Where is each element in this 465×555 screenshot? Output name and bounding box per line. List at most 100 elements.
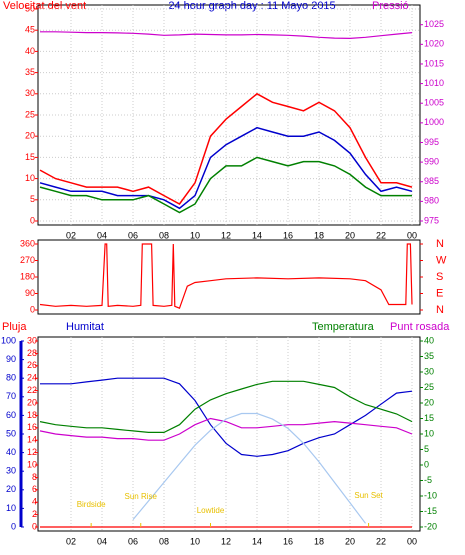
y-tick-label: 1005: [424, 98, 444, 108]
y-tick-label: 45: [25, 25, 35, 35]
y-tick-label: 30: [6, 466, 16, 476]
y-tick-label: 26: [27, 360, 37, 370]
series-line: [40, 31, 413, 40]
y-tick-label: 70: [6, 391, 16, 401]
y-tick-label: 15: [424, 413, 434, 423]
y-tick-label: 985: [424, 176, 439, 186]
y-tick-label: 80: [6, 373, 16, 383]
y-tick-label: 270: [20, 255, 35, 265]
y-tick-label: 22: [27, 385, 37, 395]
series-line: [40, 377, 413, 457]
y-tick-label: 0: [11, 521, 16, 531]
y-tick-label: 28: [27, 348, 37, 358]
y-tick-label: 24: [27, 373, 37, 383]
y-tick-label: 35: [424, 351, 434, 361]
x-tick-label: 18: [314, 230, 324, 240]
series-line: [39, 243, 413, 309]
x-tick-label: 10: [190, 230, 200, 240]
annotation: Sun Set: [354, 491, 383, 500]
y-tick-label: 30: [424, 366, 434, 376]
y-tick-label: 0: [30, 215, 35, 225]
y-tick-label: 40: [25, 46, 35, 56]
y-tick-label: 14: [27, 435, 37, 445]
y-tick-label: 6: [32, 484, 37, 494]
y-tick-label: 0: [32, 521, 37, 531]
y-tick-label: 5: [424, 444, 429, 454]
x-tick-label: 04: [97, 230, 107, 240]
y-tick-label: 2: [32, 509, 37, 519]
y-tick-label: 1020: [424, 39, 444, 49]
x-tick-label: 06: [128, 536, 138, 546]
x-tick-label: 14: [252, 536, 262, 546]
y-tick-label: 10: [424, 428, 434, 438]
x-tick-label: 16: [283, 230, 293, 240]
y-tick-label: 30: [25, 88, 35, 98]
x-tick-label: 20: [345, 230, 355, 240]
y-tick-label: 180: [20, 271, 35, 281]
y-tick-label: 35: [25, 67, 35, 77]
y-tick-label: 1025: [424, 19, 444, 29]
annotation: Sun Rise: [125, 492, 158, 501]
series-line: [39, 417, 413, 441]
y-tick-label: 18: [27, 410, 37, 420]
x-tick-label: 22: [376, 230, 386, 240]
x-tick-label: 02: [66, 230, 76, 240]
legend-label: Pluja: [2, 321, 27, 333]
y-tick-label: N: [436, 304, 444, 316]
y-tick-label: 4: [32, 497, 37, 507]
y-tick-label: 90: [6, 354, 16, 364]
x-tick-label: 06: [128, 230, 138, 240]
y-tick-label: 990: [424, 156, 439, 166]
x-tick-label: 00: [407, 536, 417, 546]
y-tick-label: 975: [424, 215, 439, 225]
y-tick-label: 25: [424, 382, 434, 392]
y-tick-label: 20: [27, 397, 37, 407]
legend-label: Humitat: [66, 321, 104, 333]
y-tick-label: 10: [27, 459, 37, 469]
x-tick-label: 22: [376, 536, 386, 546]
x-tick-label: 12: [221, 536, 231, 546]
x-tick-label: 08: [159, 230, 169, 240]
y-tick-label: 1000: [424, 117, 444, 127]
series-line: [39, 92, 413, 205]
y-tick-label: 20: [424, 397, 434, 407]
y-tick-label: 40: [6, 447, 16, 457]
x-tick-label: 20: [345, 536, 355, 546]
plot-frame: [37, 239, 421, 315]
x-tick-label: 10: [190, 536, 200, 546]
y-tick-label: 50: [6, 428, 16, 438]
y-tick-label: 980: [424, 196, 439, 206]
y-tick-label: 40: [424, 335, 434, 345]
x-tick-label: 16: [283, 536, 293, 546]
annotation: Birdside: [77, 500, 106, 509]
y-tick-label: -5: [424, 475, 432, 485]
y-tick-label: W: [436, 254, 447, 266]
y-tick-label: 0: [30, 304, 35, 314]
x-tick-label: 04: [97, 536, 107, 546]
x-tick-label: 08: [159, 536, 169, 546]
series-line: [39, 126, 413, 210]
y-tick-label: 10: [25, 173, 35, 183]
x-tick-label: 18: [314, 536, 324, 546]
x-tick-label: 12: [221, 230, 231, 240]
y-tick-label: 1010: [424, 78, 444, 88]
y-tick-label: 50: [25, 3, 35, 13]
y-tick-label: 90: [25, 288, 35, 298]
y-tick-label: N: [436, 238, 444, 250]
y-tick-label: 20: [6, 484, 16, 494]
annotation: Lowtide: [197, 506, 225, 515]
y-tick-label: -20: [424, 521, 437, 531]
y-tick-label: 8: [32, 472, 37, 482]
y-tick-label: 995: [424, 137, 439, 147]
x-tick-label: 00: [407, 230, 417, 240]
chart-title: 24 hour graph day : 11 Mayo 2015: [168, 0, 335, 12]
series-line: [132, 412, 366, 524]
y-tick-label: 0: [424, 459, 429, 469]
y-tick-label: 360: [20, 238, 35, 248]
series-line: [39, 156, 412, 214]
y-tick-label: 25: [25, 109, 35, 119]
x-tick-label: 02: [66, 536, 76, 546]
y-tick-label: 100: [1, 335, 16, 345]
